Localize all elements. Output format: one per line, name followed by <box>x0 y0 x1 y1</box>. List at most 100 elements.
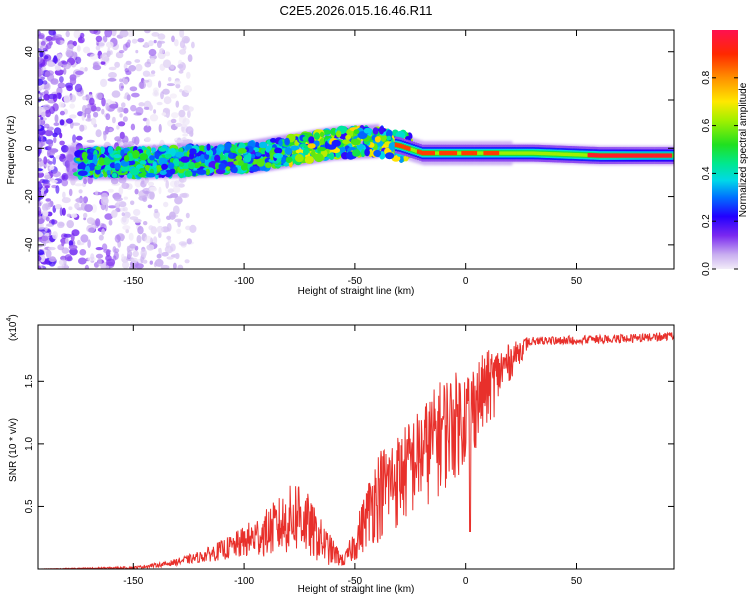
noise-blob <box>77 242 85 246</box>
noise-blob <box>66 44 75 49</box>
noise-blob <box>49 151 55 155</box>
noise-blob <box>90 117 97 126</box>
colorbar-ticks: 0.0 0.2 0.4 0.6 0.8 <box>701 70 738 276</box>
core-segment <box>465 150 469 156</box>
noise-blob <box>89 97 95 106</box>
core-segment <box>649 153 653 158</box>
noise-blob <box>116 200 121 205</box>
band-segment <box>532 151 535 155</box>
ridge-blob <box>378 126 385 135</box>
band-segment <box>549 152 553 156</box>
ridge-blob <box>363 127 372 134</box>
noise-blob <box>160 91 164 100</box>
noise-blob <box>118 186 124 196</box>
band-segment <box>583 153 586 157</box>
ridge-blob <box>265 162 272 169</box>
noise-blob <box>172 186 181 194</box>
noise-blob <box>69 248 78 256</box>
band-segment <box>569 152 573 157</box>
noise-blob <box>175 83 181 89</box>
noise-blob <box>114 234 121 243</box>
ridge-blob <box>388 142 396 151</box>
core-segment <box>612 153 615 158</box>
noise-blob <box>104 213 113 220</box>
noise-blob <box>61 174 65 181</box>
noise-blob <box>80 234 89 243</box>
ridge-blob <box>159 170 167 176</box>
ridge-blob <box>199 154 206 163</box>
noise-blob <box>122 116 128 122</box>
noise-blob <box>166 195 174 199</box>
ridge-blob <box>169 147 176 157</box>
band-segment <box>585 153 588 157</box>
noise-blob <box>49 165 55 170</box>
ridge-blob <box>77 170 88 176</box>
noise-blob <box>93 111 99 118</box>
ridge-blob <box>167 162 175 170</box>
core-segment <box>439 150 442 156</box>
noise-blob <box>185 212 190 219</box>
ridge-blob <box>386 129 393 138</box>
ridge-blob <box>260 148 266 155</box>
noise-blob <box>38 226 45 230</box>
noise-blob <box>90 253 95 261</box>
noise-blob <box>42 203 49 212</box>
noise-blob <box>163 201 169 208</box>
core-segment <box>492 150 495 156</box>
snr-x-tick-label: -50 <box>348 576 363 587</box>
noise-blob <box>129 86 138 92</box>
core-segment <box>605 153 608 158</box>
noise-blob <box>168 211 176 220</box>
ridge-blob <box>214 162 220 170</box>
noise-blob <box>79 249 87 256</box>
noise-blob <box>82 96 87 101</box>
noise-blob <box>58 259 66 266</box>
ridge-blob <box>219 146 225 152</box>
noise-blob <box>162 88 170 95</box>
ridge-blob <box>184 170 193 177</box>
noise-blob <box>105 125 109 135</box>
noise-blob <box>107 188 114 193</box>
noise-blob <box>103 249 112 254</box>
noise-blob <box>112 116 116 124</box>
noise-blob <box>152 87 159 94</box>
band-segment <box>434 151 438 155</box>
core-segment <box>643 153 646 158</box>
ridge-blob <box>314 153 324 163</box>
noise-blob <box>39 51 44 58</box>
noise-blob <box>44 129 54 137</box>
core-segment <box>450 150 453 156</box>
noise-blob <box>165 242 170 249</box>
core-segment <box>425 150 429 156</box>
noise-blob <box>100 61 106 65</box>
noise-blob <box>121 253 125 260</box>
core-segment <box>634 153 637 158</box>
noise-blob <box>189 224 197 233</box>
noise-blob <box>134 263 144 269</box>
noise-blob <box>65 118 73 124</box>
ridge-blob <box>161 163 168 170</box>
noise-blob <box>187 110 191 118</box>
noise-blob <box>144 30 151 34</box>
noise-blob <box>121 182 130 189</box>
noise-blob <box>79 124 85 132</box>
noise-blob <box>134 179 142 188</box>
band-segment <box>510 151 513 155</box>
core-segment <box>654 153 657 158</box>
noise-blob <box>52 156 56 165</box>
noise-blob <box>174 218 183 223</box>
noise-blob <box>146 244 155 251</box>
ridge-blob <box>192 171 197 177</box>
noise-blob <box>88 227 95 233</box>
noise-blob <box>169 93 177 99</box>
noise-blob <box>52 56 58 64</box>
noise-blob <box>179 89 183 93</box>
noise-blob <box>42 210 49 217</box>
noise-blob <box>52 31 57 37</box>
band-segment <box>525 151 528 155</box>
noise-blob <box>58 101 65 108</box>
noise-blob <box>153 109 157 114</box>
ridge-blob <box>357 131 368 140</box>
band-segment <box>671 153 674 158</box>
noise-blob <box>158 232 162 238</box>
